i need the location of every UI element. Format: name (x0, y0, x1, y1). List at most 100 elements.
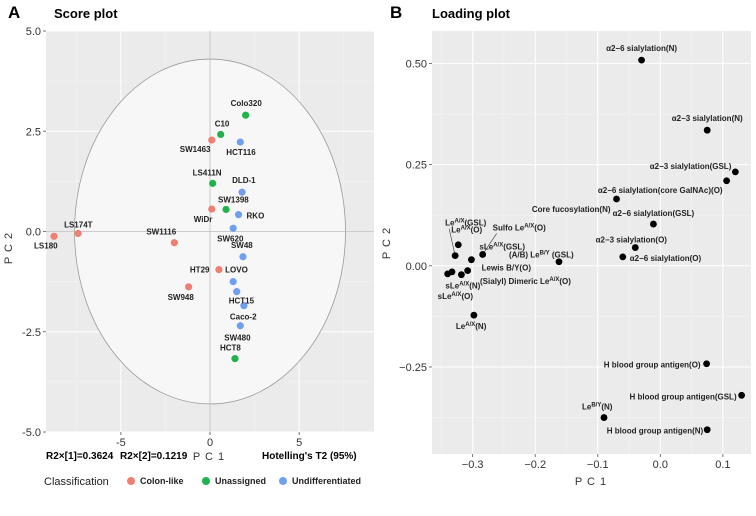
panel-b: B Loading plot −0.250.000.250.50 −0.3 −0.… (381, 3, 751, 488)
loading-y-tick-label: 0.50 (406, 58, 427, 70)
loading-label-lea-x-gsl: LeA/X(GSL) (445, 219, 486, 228)
loading-point-slea-x-n (457, 271, 465, 279)
score-point-ls174t (74, 229, 82, 238)
score-label-colo320: Colo320 (231, 99, 263, 108)
score-point-sw620 (229, 224, 237, 232)
loading-label-lea-x-o: LeA/X(O) (451, 226, 482, 235)
loading-point-sulfo-lea-x-o (479, 251, 487, 258)
loading-x-tick-label: 0.0 (653, 459, 668, 471)
score-label-sw948: SW948 (168, 293, 195, 302)
score-label-hct15: HCT15 (229, 297, 255, 306)
r2x2-stat: R2×[2]=0.1219 (120, 451, 188, 462)
panel-a: A Score plot -5.0 -2.5 0.0 2.5 5.0 -5 0 5 LS17… (3, 3, 374, 463)
score-y-tick-label: 2.5 (26, 126, 41, 138)
loading-label-2-6-sialylation-n: α2−6 sialylation(N) (606, 44, 677, 53)
score-y-tick-label: -5.0 (22, 427, 41, 439)
loading-label-a-b-leb-y-gsl: (A/B) LeB/Y (GSL) (509, 251, 574, 260)
legend-label-colon-like: Colon-like (140, 476, 184, 486)
loading-label-h-blood-group-antigen-gsl: H blood group antigen(GSL) (630, 392, 737, 401)
score-point-sw1398 (222, 205, 230, 214)
loading-point-a-b-leb-y-gsl (555, 258, 563, 266)
score-label-ls174t: LS174T (64, 221, 93, 230)
legend-swatch-undifferentiated (279, 477, 287, 485)
loading-leader-lines (448, 228, 497, 256)
panel-b-letter: B (390, 3, 402, 22)
legend-label-undifferentiated: Undifferentiated (292, 476, 361, 486)
legend-swatch-unassigned (202, 477, 210, 485)
loading-label-leb-y-n: LeB/Y(N) (582, 403, 613, 412)
loading-point-2-3-sialylation-n (703, 126, 711, 134)
loading-y-axis-title: P C 2 (381, 227, 393, 259)
score-x-ticks: -5 0 5 (116, 432, 302, 449)
loading-leader-lea-x-gsl (448, 228, 456, 256)
score-x-tick-label: 5 (296, 437, 302, 449)
score-label-c10: C10 (215, 119, 230, 128)
loading-label-2-3-sialylation-o: α2−3 sialylation(O) (596, 236, 668, 245)
score-point-sw48 (239, 253, 247, 261)
loading-point-lea-x-n (470, 311, 478, 319)
loading-x-tick-label: −0.2 (524, 459, 546, 471)
score-points (50, 111, 250, 363)
score-label-sw1398: SW1398 (218, 195, 249, 204)
loading-label-lea-x-n: LeA/X(N) (456, 322, 487, 331)
loading-y-ticks: −0.25 0.00 0.25 0.50 (399, 58, 432, 374)
score-label-ls411n: LS411N (193, 168, 222, 177)
loading-point-labels: α2−6 sialylation(N) α2−3 sialylation(N) α2… (438, 44, 743, 436)
score-point-ht29 (215, 265, 223, 274)
score-y-ticks: -5.0 -2.5 0.0 2.5 5.0 (22, 26, 46, 439)
loading-plot-area (432, 31, 751, 454)
loading-point-h-blood-group-antigen-gsl (738, 391, 746, 399)
score-y-tick-label: -2.5 (22, 327, 41, 339)
legend-title: Classification (44, 476, 109, 488)
loading-point-slea-x-gsl (468, 256, 475, 264)
score-point-rko (234, 211, 243, 219)
loading-point-h-blood-group-antigen-n (703, 426, 711, 434)
score-label-ls180: LS180 (34, 241, 58, 250)
legend-label-unassigned: Unassigned (215, 476, 266, 486)
score-point-sw1463 (208, 136, 216, 144)
score-label-sw480: SW480 (224, 334, 251, 343)
score-label-hct8: HCT8 (220, 344, 241, 353)
score-point-colo320 (242, 111, 250, 119)
score-label-sw1116: SW1116 (146, 228, 176, 237)
score-point-sw1116 (170, 239, 178, 247)
score-plot-title: Score plot (54, 6, 118, 21)
score-y-tick-label: 5.0 (26, 26, 41, 38)
legend-swatch-colon-like (127, 477, 135, 485)
loading-x-axis-title: P C 1 (575, 476, 607, 488)
score-label-widr: WiDr (194, 215, 213, 224)
loading-point-core-fucosylation-n (613, 195, 620, 203)
score-y-tick-label: 0.0 (26, 227, 41, 239)
loading-label-2-6-sialylation-gsl: α2−6 sialylation(GSL) (613, 209, 695, 218)
loading-label-h-blood-group-antigen-o: H blood group antigen(O) (604, 361, 701, 370)
score-x-axis-title: P C 1 (193, 451, 225, 463)
loading-label-sialyl-dimeric-lea-x-o: (Sialyl) Dimeric LeA/X(O) (480, 277, 571, 286)
loading-point-h-blood-group-antigen-o (703, 360, 710, 368)
loading-label-2-3-sialylation-n: α2−3 sialylation(N) (672, 114, 743, 123)
loading-label-slea-x-n: sLeA/X(N) (445, 282, 480, 291)
score-y-axis-title: P C 2 (3, 232, 15, 264)
score-label-hct116: HCT116 (226, 148, 256, 157)
loading-y-tick-label: 0.00 (406, 261, 427, 273)
loading-points (444, 56, 746, 434)
score-point-widr (208, 205, 216, 213)
hotelling-stat: Hotelling's T2 (95%) (262, 451, 357, 462)
loading-y-tick-label: 0.25 (406, 160, 427, 172)
score-point-hct116 (236, 138, 244, 146)
score-label-dld-1: DLD-1 (232, 176, 256, 185)
score-point-caco-2 (240, 302, 248, 310)
score-label-ht29: HT29 (190, 266, 210, 275)
score-label-lovo: LOVO (225, 266, 248, 275)
score-label-sw48: SW48 (231, 241, 253, 250)
loading-leader-sulfo-lea-x-o (482, 233, 497, 255)
loading-point-lewis-b-y-o (464, 267, 472, 275)
loading-plot-title: Loading plot (432, 6, 511, 21)
score-label-caco-2: Caco-2 (230, 313, 257, 322)
loading-point-leb-y-n (600, 414, 608, 421)
score-label-rko: RKO (247, 212, 265, 221)
loading-label-lewis-b-y-o: Lewis B/Y(O) (482, 264, 532, 273)
loading-point-slea-x-o (444, 270, 452, 278)
loading-y-tick-label: −0.25 (399, 362, 427, 374)
score-point-sw948 (185, 283, 193, 291)
